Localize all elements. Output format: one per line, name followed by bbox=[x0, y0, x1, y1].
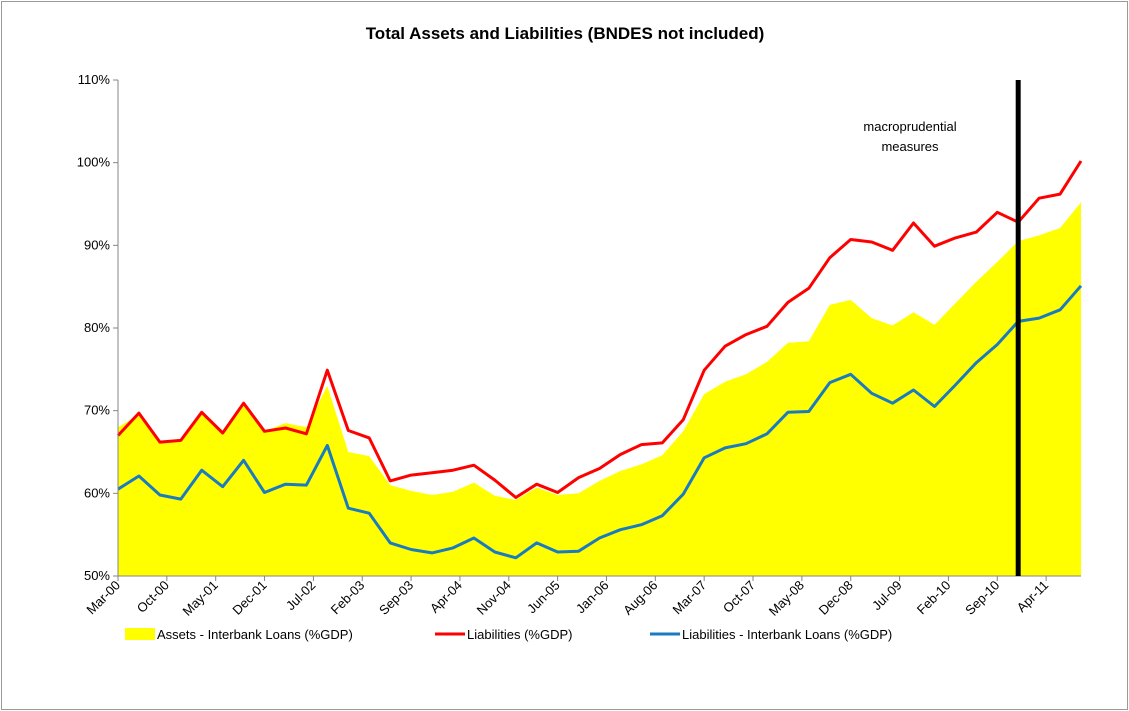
area bbox=[118, 202, 1081, 577]
y-tick-label: 60% bbox=[84, 485, 110, 500]
y-tick-label: 80% bbox=[84, 320, 110, 335]
line bbox=[117, 284, 1083, 560]
y-tick-label: 50% bbox=[84, 568, 110, 583]
annotation: macroprudential measures bbox=[863, 119, 957, 154]
legend-label: Liabilities (%GDP) bbox=[467, 627, 572, 642]
y-tick-label: 110% bbox=[78, 72, 111, 87]
chart-title: Total Assets and Liabilities (BNDES not … bbox=[366, 24, 765, 43]
legend-swatch bbox=[125, 628, 155, 640]
y-tick-label: 90% bbox=[84, 237, 110, 252]
legend-label: Liabilities - Interbank Loans (%GDP) bbox=[682, 627, 892, 642]
line bbox=[116, 160, 1083, 499]
y-tick-label: 70% bbox=[84, 403, 110, 418]
legend-label: Assets - Interbank Loans (%GDP) bbox=[157, 627, 353, 642]
y-tick-label: 100% bbox=[77, 155, 111, 170]
